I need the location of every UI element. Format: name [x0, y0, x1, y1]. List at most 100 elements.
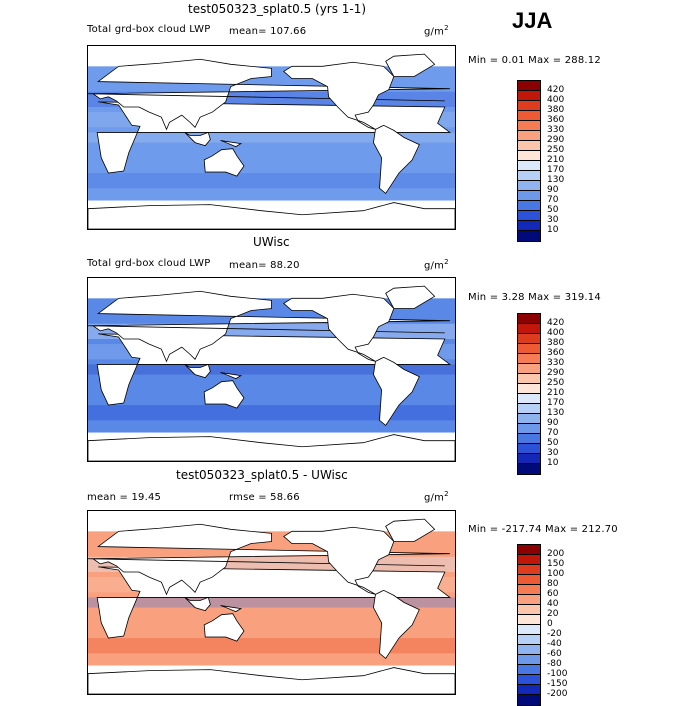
- colorbar-label: 100: [547, 569, 565, 579]
- colorbar-swatch: [518, 555, 540, 565]
- colorbar-swatch: [518, 565, 540, 575]
- colorbar-swatch: [518, 685, 540, 695]
- colorbar-label: 380: [547, 105, 565, 115]
- colorbar-label: 420: [547, 318, 565, 328]
- colorbar-swatch: [518, 191, 540, 201]
- colorbar-swatch: [518, 615, 540, 625]
- colorbar-swatch: [518, 171, 540, 181]
- colorbar-label: 10: [547, 225, 559, 235]
- colorbar-swatch: [518, 374, 540, 384]
- colorbar-label: 30: [547, 448, 559, 458]
- colorbar-swatch: [518, 635, 540, 645]
- colorbar-swatch: [518, 211, 540, 221]
- colorbar-swatch: [518, 384, 540, 394]
- colorbar-label: -60: [547, 649, 562, 659]
- panel-3-colorbar: [517, 544, 541, 706]
- panel-2-minmax: Min = 3.28 Max = 319.14: [468, 292, 601, 303]
- colorbar-swatch: [518, 404, 540, 414]
- panel-1-minmax: Min = 0.01 Max = 288.12: [468, 55, 601, 66]
- colorbar-label: 210: [547, 155, 565, 165]
- colorbar-swatch: [518, 625, 540, 635]
- colorbar-swatch: [518, 201, 540, 211]
- colorbar-swatch: [518, 131, 540, 141]
- colorbar-swatch: [518, 545, 540, 555]
- panel-3-unit: g/m2: [424, 490, 449, 504]
- colorbar-label: 10: [547, 458, 559, 468]
- panel-2-colorbar-labels: 420 400 380 360 330 290 250 210 170 130 90 70 50 30 10: [547, 318, 564, 468]
- colorbar-label: 40: [547, 599, 559, 609]
- colorbar-label: 290: [547, 135, 565, 145]
- colorbar-label: -80: [547, 659, 562, 669]
- panel-2-unit: g/m2: [424, 258, 449, 272]
- colorbar-label: 130: [547, 408, 565, 418]
- panel-2-variable: Total grd-box cloud LWP: [87, 258, 211, 269]
- panel-2-map-svg: [88, 285, 455, 461]
- colorbar-label: 80: [547, 579, 559, 589]
- colorbar-swatch: [518, 414, 540, 424]
- colorbar-swatch: [518, 354, 540, 364]
- colorbar-label: 400: [547, 328, 565, 338]
- colorbar-swatch: [518, 314, 540, 324]
- colorbar-label: 60: [547, 589, 559, 599]
- panel-3-minmax: Min = -217.74 Max = 212.70: [468, 524, 618, 535]
- panel-1-map: [87, 45, 456, 230]
- colorbar-label: 330: [547, 125, 565, 135]
- colorbar-swatch: [518, 444, 540, 454]
- colorbar-swatch: [518, 111, 540, 121]
- colorbar-label: 130: [547, 175, 565, 185]
- colorbar-swatch: [518, 645, 540, 655]
- colorbar-swatch: [518, 221, 540, 231]
- colorbar-swatch: [518, 81, 540, 91]
- panel-1-title: test050323_splat0.5 (yrs 1-1): [188, 2, 367, 16]
- colorbar-swatch: [518, 454, 540, 464]
- panel-3-map-svg: [88, 518, 455, 694]
- colorbar-swatch: [518, 434, 540, 444]
- colorbar-swatch: [518, 575, 540, 585]
- colorbar-label: 170: [547, 398, 565, 408]
- colorbar-swatch: [518, 334, 540, 344]
- panel-1-variable: Total grd-box cloud LWP: [87, 24, 211, 35]
- colorbar-swatch: [518, 655, 540, 665]
- colorbar-label: 150: [547, 559, 565, 569]
- panel-1-mean: mean= 107.66: [229, 26, 307, 37]
- colorbar-swatch: [518, 364, 540, 374]
- colorbar-label: 330: [547, 358, 565, 368]
- colorbar-label: 20: [547, 609, 559, 619]
- colorbar-label: 90: [547, 418, 559, 428]
- colorbar-swatch: [518, 91, 540, 101]
- colorbar-swatch: [518, 675, 540, 685]
- colorbar-label: 360: [547, 115, 565, 125]
- colorbar-label: -40: [547, 639, 562, 649]
- colorbar-label: 400: [547, 95, 565, 105]
- panel-3-title: test050323_splat0.5 - UWisc: [176, 468, 348, 482]
- colorbar-swatch: [518, 605, 540, 615]
- colorbar-swatch: [518, 161, 540, 171]
- panel-3-colorbar-labels: 200 150 100 80 60 40 20 0 -20 -40 -60 -80 -100 -150 -2…: [547, 549, 567, 699]
- colorbar-swatch: [518, 464, 540, 474]
- colorbar-swatch: [518, 595, 540, 605]
- colorbar-swatch: [518, 424, 540, 434]
- colorbar-label: -100: [547, 669, 568, 679]
- colorbar-swatch: [518, 344, 540, 354]
- colorbar-label: 50: [547, 438, 559, 448]
- panel-2-title: UWisc: [253, 235, 290, 249]
- colorbar-label: 70: [547, 428, 559, 438]
- colorbar-swatch: [518, 141, 540, 151]
- colorbar-label: 200: [547, 549, 565, 559]
- colorbar-swatch: [518, 181, 540, 191]
- panel-3-rmse: rmse = 58.66: [229, 492, 300, 503]
- colorbar-swatch: [518, 695, 540, 705]
- season-label: JJA: [512, 8, 553, 33]
- panel-1-colorbar-labels: 420 400 380 360 330 290 250 210 170 130 90 70 50 30 10: [547, 85, 564, 235]
- panel-2-mean: mean= 88.20: [229, 260, 300, 271]
- colorbar-swatch: [518, 151, 540, 161]
- colorbar-swatch: [518, 121, 540, 131]
- colorbar-label: 380: [547, 338, 565, 348]
- panel-3-map: [87, 510, 456, 695]
- colorbar-swatch: [518, 231, 540, 241]
- colorbar-swatch: [518, 665, 540, 675]
- colorbar-label: 210: [547, 388, 565, 398]
- colorbar-swatch: [518, 585, 540, 595]
- colorbar-label: 250: [547, 378, 565, 388]
- panel-1-unit: g/m2: [424, 24, 449, 38]
